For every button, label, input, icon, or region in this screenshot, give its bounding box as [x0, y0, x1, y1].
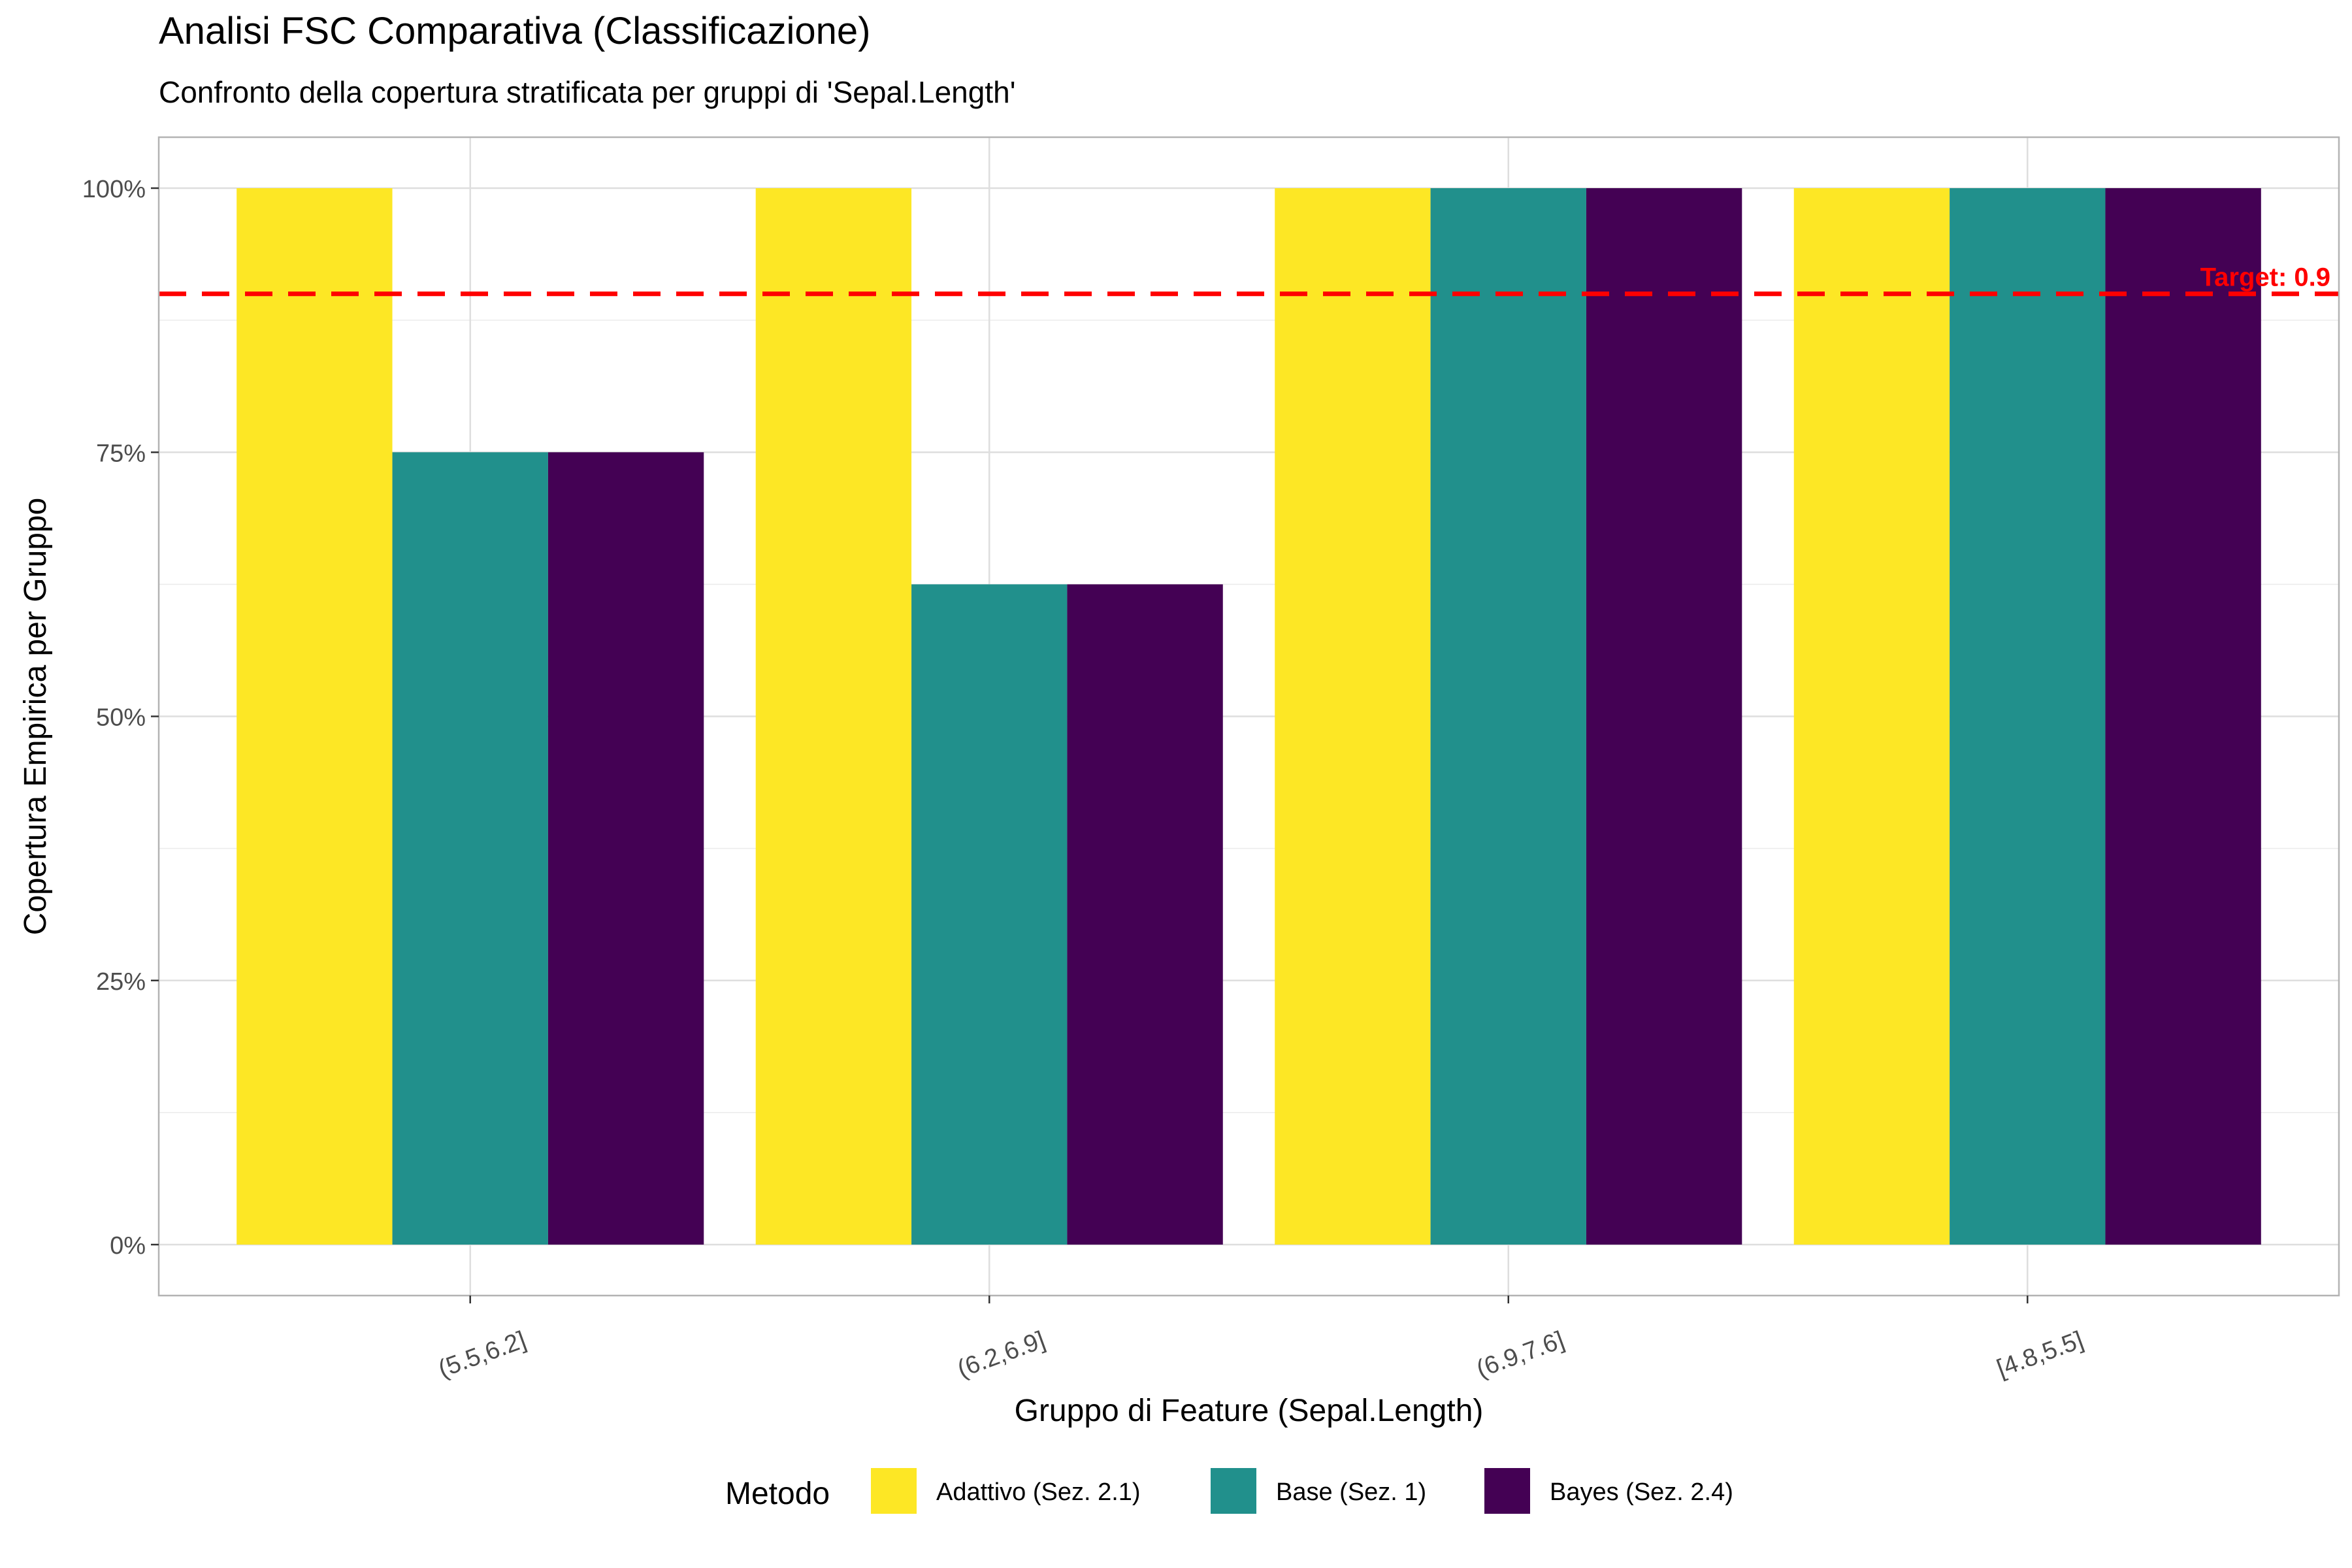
- chart-title: Analisi FSC Comparativa (Classificazione…: [159, 10, 871, 52]
- bar: [1793, 188, 1950, 1245]
- bar: [392, 452, 548, 1245]
- x-axis-title: Gruppo di Feature (Sepal.Length): [1015, 1394, 1484, 1428]
- y-tick-label: 75%: [96, 440, 146, 467]
- bar: [1950, 188, 2106, 1245]
- target-label: Target: 0.9: [2200, 263, 2330, 292]
- legend-swatch: [1211, 1468, 1256, 1514]
- bar: [2105, 188, 2261, 1245]
- bar: [1586, 188, 1742, 1245]
- bar: [755, 188, 912, 1245]
- x-tick-label: [4.8,5.5]: [1993, 1326, 2087, 1382]
- y-axis-title: Copertura Empirica per Gruppo: [18, 498, 53, 936]
- chart-subtitle: Confronto della copertura stratificata p…: [159, 75, 1016, 109]
- legend-swatch: [871, 1468, 917, 1514]
- x-tick-label: (5.5,6.2]: [434, 1326, 529, 1383]
- x-tick-label: (6.2,6.9]: [954, 1326, 1049, 1383]
- legend-label: Base (Sez. 1): [1276, 1478, 1426, 1506]
- legend-label: Bayes (Sez. 2.4): [1550, 1478, 1733, 1506]
- bar: [911, 584, 1068, 1245]
- legend-swatch: [1484, 1468, 1530, 1514]
- y-tick-label: 100%: [82, 176, 146, 203]
- bar: [547, 452, 704, 1245]
- legend-title: Metodo: [725, 1477, 830, 1511]
- y-tick-label: 50%: [96, 704, 146, 732]
- y-tick-label: 0%: [110, 1232, 146, 1260]
- bar: [1430, 188, 1586, 1245]
- legend-label: Adattivo (Sez. 2.1): [936, 1478, 1141, 1506]
- bar: [1275, 188, 1431, 1245]
- y-tick-label: 25%: [96, 968, 146, 996]
- bar: [237, 188, 393, 1245]
- x-tick-label: (6.9,7.6]: [1473, 1326, 1567, 1383]
- bar: [1067, 584, 1223, 1245]
